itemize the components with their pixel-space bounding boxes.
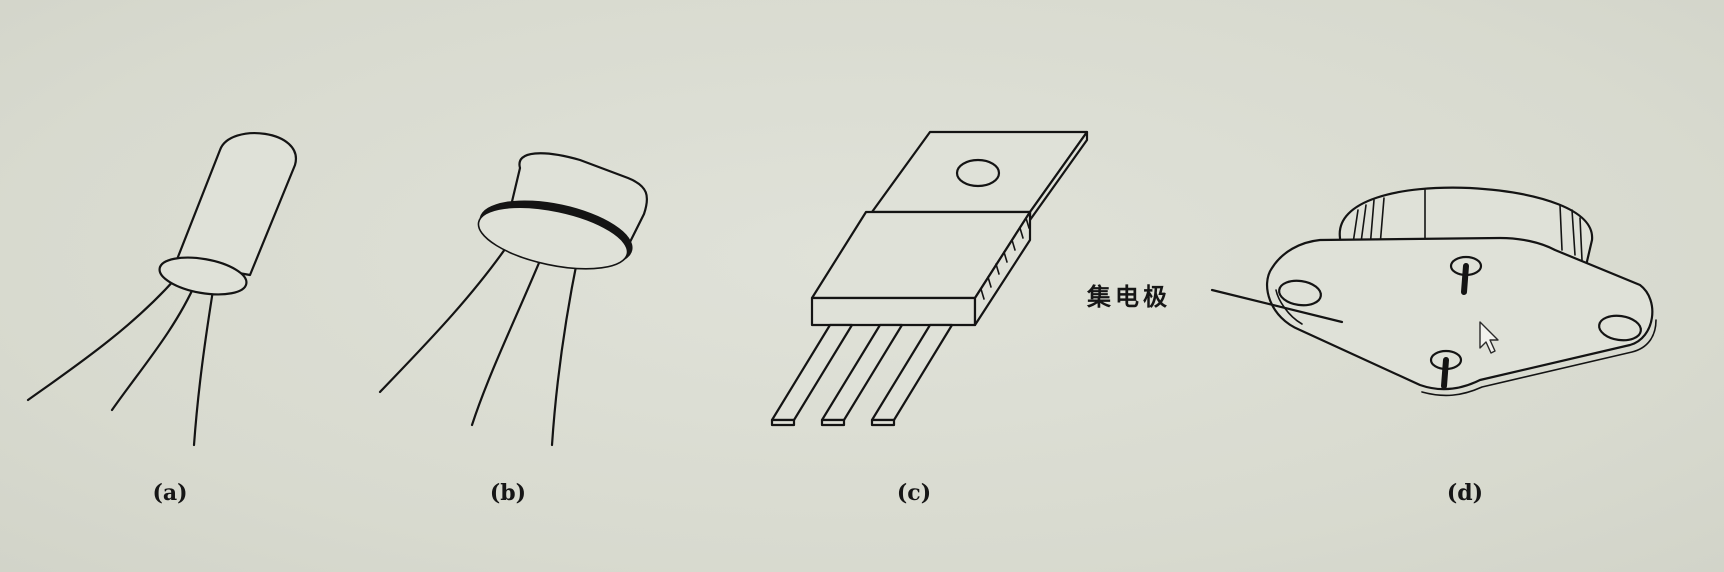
transistor-a [26,132,297,447]
body-side-c [973,210,1032,327]
flange-d-front-edge [1421,319,1657,397]
lead-b-2 [470,244,548,427]
lead-b-1 [378,240,512,394]
caption-c: (c) [896,480,932,506]
body-front-c [810,296,977,327]
lead-c-2-face [820,418,846,427]
mounting-hole-c [955,158,1001,188]
collector-label: 集电极 [1087,283,1171,311]
lead-b-3 [550,254,580,447]
lead-c-3-face [870,418,896,427]
caption-a: (a) [152,480,188,506]
transistor-b [378,152,648,447]
mounting-hole-d-left [1278,279,1322,307]
base-a [158,256,248,296]
transistor-c [770,130,1089,427]
mounting-hole-d-right [1598,314,1642,342]
caption-b: (b) [489,480,527,506]
mouse-pointer-icon [1479,321,1499,354]
lead-a-3 [192,282,216,447]
caption-d: (d) [1446,480,1484,506]
lead-a-2 [110,280,198,412]
lead-c-1-face [770,418,796,427]
body-a [174,132,297,277]
callout-leader [1210,288,1344,324]
lead-a-1 [26,276,178,402]
base-b [477,206,629,270]
pin-d-top [1461,263,1469,295]
flange-d [1265,236,1654,391]
pin-d-bottom [1441,357,1449,389]
body-side-hatch-c [980,217,1030,300]
transistor-d [1210,186,1657,397]
cap-b [508,152,648,244]
